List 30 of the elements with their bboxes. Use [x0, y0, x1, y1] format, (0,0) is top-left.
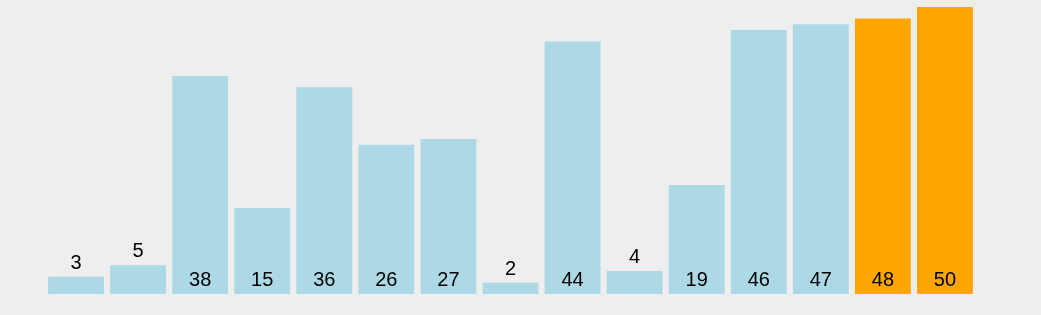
data-label: 47 [809, 268, 832, 290]
bar [172, 75, 229, 294]
data-label: 4 [629, 245, 641, 268]
data-label: 2 [504, 256, 517, 279]
bar [420, 139, 477, 294]
data-label: 26 [375, 268, 398, 290]
bar [110, 265, 167, 294]
data-label: 5 [132, 239, 144, 262]
bar [296, 87, 353, 294]
data-label: 19 [685, 268, 708, 290]
bar [234, 207, 291, 294]
bar [358, 144, 415, 294]
bar [854, 18, 911, 294]
bar [668, 184, 725, 294]
data-label: 38 [189, 268, 212, 290]
bar [730, 29, 787, 294]
data-label: 27 [437, 268, 460, 290]
data-label: 3 [70, 250, 82, 273]
bar [482, 282, 539, 294]
data-label: 15 [251, 268, 274, 290]
bar [917, 7, 973, 294]
data-label: 36 [313, 268, 336, 290]
bar [606, 271, 663, 294]
bar [792, 24, 849, 294]
data-label: 44 [561, 268, 584, 290]
data-label: 46 [747, 268, 770, 290]
bar [544, 41, 601, 294]
data-label: 48 [871, 268, 895, 290]
bar [48, 276, 104, 294]
data-label: 50 [933, 268, 957, 290]
